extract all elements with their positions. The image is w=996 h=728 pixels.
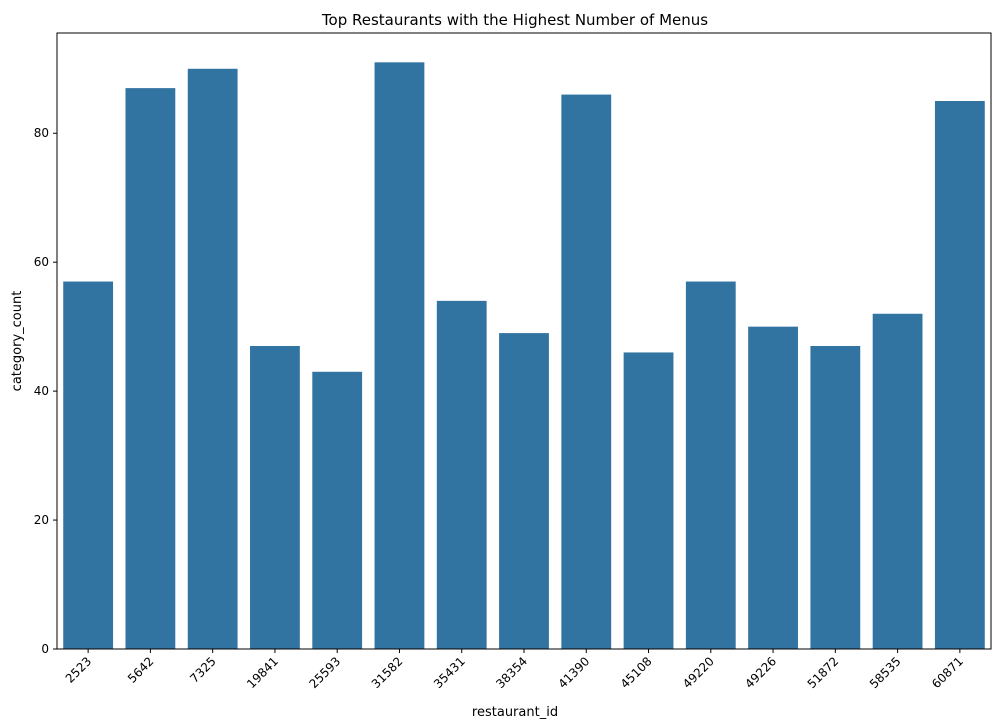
x-tick-label: 49220 bbox=[680, 654, 717, 691]
x-tick-label: 45108 bbox=[618, 654, 655, 691]
x-tick-label: 60871 bbox=[929, 654, 966, 691]
x-tick-label: 35431 bbox=[431, 654, 468, 691]
x-tick-label: 25593 bbox=[306, 654, 343, 691]
x-tick-label: 58535 bbox=[867, 654, 904, 691]
chart-title: Top Restaurants with the Highest Number … bbox=[321, 11, 708, 29]
bar-7325 bbox=[187, 68, 238, 649]
y-tick-label: 20 bbox=[34, 513, 49, 527]
bars-layer bbox=[63, 62, 985, 650]
bar-31582 bbox=[374, 62, 425, 649]
plot-frame bbox=[56, 32, 992, 650]
bar-41390 bbox=[561, 94, 612, 649]
bar-35431 bbox=[436, 300, 487, 649]
y-axis-label: category_count bbox=[10, 291, 25, 392]
bar-19841 bbox=[250, 346, 300, 649]
y-tick-label: 60 bbox=[34, 255, 49, 269]
x-tick-label: 2523 bbox=[63, 654, 94, 685]
x-tick-label: 41390 bbox=[555, 654, 592, 691]
x-tick-label: 5642 bbox=[125, 654, 156, 685]
x-tick-label: 7325 bbox=[187, 654, 218, 685]
y-axis: 0 20 40 60 80 bbox=[34, 126, 57, 656]
x-tick-label: 49226 bbox=[742, 654, 779, 691]
y-tick-label: 80 bbox=[34, 126, 49, 140]
x-tick-label: 38354 bbox=[493, 654, 530, 691]
y-tick-label: 40 bbox=[34, 384, 49, 398]
bar-58535 bbox=[872, 313, 923, 649]
x-tick-label: 31582 bbox=[369, 654, 406, 691]
bar-49226 bbox=[748, 326, 798, 649]
bar-45108 bbox=[623, 352, 674, 649]
bar-2523 bbox=[63, 281, 114, 649]
bar-38354 bbox=[499, 333, 549, 649]
x-tick-label: 51872 bbox=[805, 654, 842, 691]
bar-25593 bbox=[312, 371, 363, 649]
x-axis-label: restaurant_id bbox=[472, 705, 558, 720]
bar-60871 bbox=[934, 101, 985, 649]
bar-51872 bbox=[810, 346, 861, 649]
y-tick-label: 0 bbox=[41, 642, 49, 656]
x-tick-label: 19841 bbox=[244, 654, 281, 691]
x-axis: 2523 5642 7325 19841 25593 31582 35431 38354 413… bbox=[63, 649, 966, 691]
bar-49220 bbox=[685, 281, 736, 649]
bar-5642 bbox=[125, 88, 176, 650]
